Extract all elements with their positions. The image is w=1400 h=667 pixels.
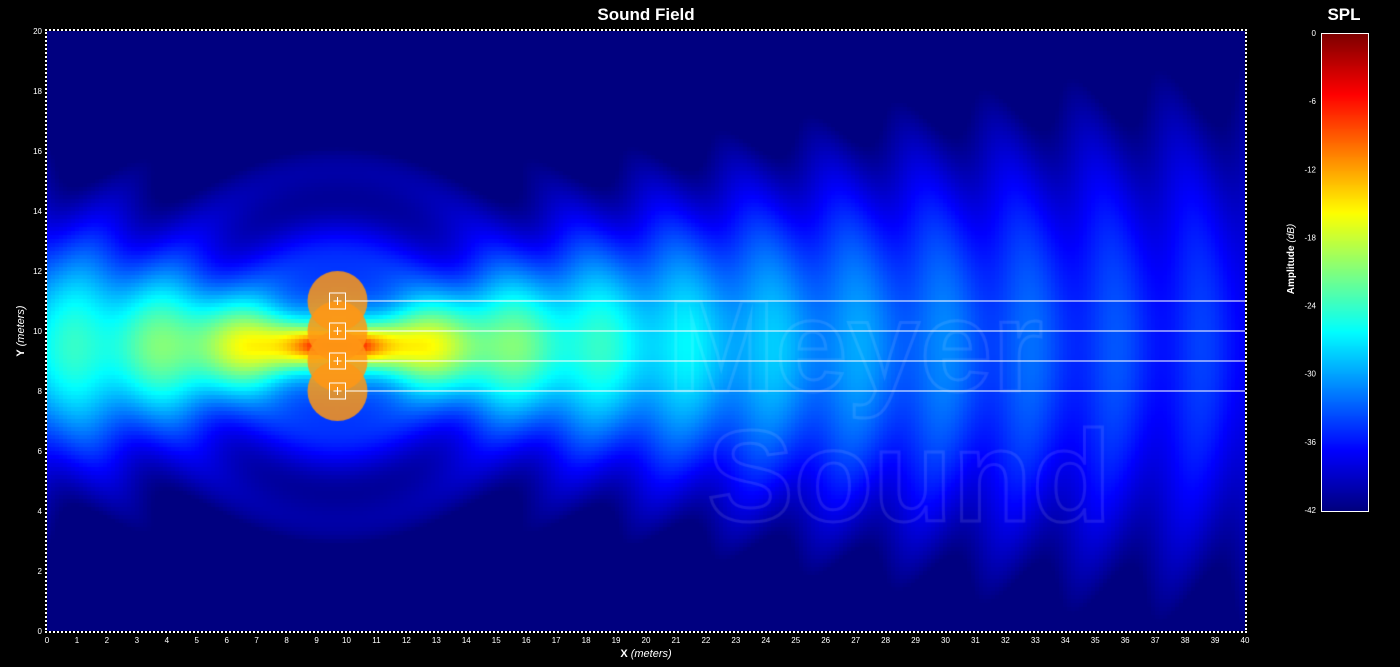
y-tick-label: 16 [33,147,42,156]
x-tick-label: 39 [1211,636,1220,645]
colorbar-tick-label: -42 [1304,506,1316,515]
x-tick-label: 30 [941,636,950,645]
source-marker [329,382,347,400]
x-tick-label: 29 [911,636,920,645]
source-markers [329,292,1245,400]
x-tick-label: 1 [75,636,80,645]
x-tick-label: 2 [105,636,110,645]
y-tick-labels: 0 2 4 6 8 10 12 14 16 18 20 [33,27,42,636]
x-tick-label: 0 [45,636,50,645]
y-tick-label: 0 [38,627,43,636]
x-tick-label: 4 [165,636,170,645]
colorbar-tick-label: -18 [1304,233,1316,242]
x-tick-label: 11 [372,636,381,645]
x-tick-label: 35 [1091,636,1100,645]
colorbar-gradient [1321,33,1369,512]
y-tick-label: 2 [38,567,43,576]
y-tick-label: 4 [38,507,43,516]
colorbar-label: Amplitude (dB) [1286,224,1297,295]
x-tick-label: 25 [791,636,800,645]
y-tick-label: 18 [33,87,42,96]
x-tick-labels: 0 1 2 3 4 5 6 7 8 9 10 11 12 13 14 15 16 17 18 19 20 21 22 23 24… [45,636,1250,645]
x-tick-label: 7 [254,636,259,645]
source-cross-icon [333,297,342,305]
x-tick-label: 18 [582,636,591,645]
colorbar-tick-label: -30 [1304,370,1316,379]
x-tick-label: 36 [1121,636,1130,645]
x-tick-label: 28 [881,636,890,645]
x-tick-label: 16 [522,636,531,645]
x-tick-label: 26 [821,636,830,645]
x-tick-label: 15 [492,636,501,645]
source-marker [329,292,347,310]
x-tick-label: 6 [224,636,229,645]
colorbar-tick-labels: 0 -6 -12 -18 -24 -30 -36 -42 [1304,29,1316,515]
y-tick-label: 6 [38,447,43,456]
y-axis-label: Y (meters) [15,305,27,356]
x-tick-label: 3 [135,636,140,645]
x-tick-label: 40 [1241,636,1250,645]
colorbar-tick-label: -6 [1309,97,1317,106]
y-tick-label: 20 [33,27,42,36]
source-cross-icon [333,327,342,335]
x-tick-label: 24 [761,636,770,645]
colorbar-title: SPL [1327,5,1361,24]
x-tick-label: 38 [1181,636,1190,645]
x-tick-label: 13 [432,636,441,645]
colorbar-tick-label: -24 [1304,302,1316,311]
x-tick-label: 14 [462,636,471,645]
x-tick-label: 20 [642,636,651,645]
colorbar-tick-label: -12 [1304,165,1316,174]
x-tick-label: 31 [971,636,980,645]
x-tick-label: 22 [701,636,710,645]
x-tick-label: 21 [671,636,680,645]
chart-title: Sound Field [597,5,695,24]
x-tick-label: 23 [731,636,740,645]
x-tick-label: 8 [284,636,289,645]
colorbar-tick-label: 0 [1312,29,1317,38]
x-tick-label: 5 [195,636,200,645]
x-tick-label: 33 [1031,636,1040,645]
colorbar-tick-label: -36 [1304,438,1316,447]
x-tick-label: 27 [851,636,860,645]
source-cross-icon [333,357,342,365]
x-tick-label: 10 [342,636,351,645]
x-tick-label: 17 [552,636,561,645]
x-tick-label: 34 [1061,636,1070,645]
source-marker [329,352,347,370]
y-tick-label: 8 [38,387,43,396]
y-tick-label: 14 [33,207,42,216]
x-tick-label: 19 [612,636,621,645]
x-tick-label: 37 [1151,636,1160,645]
x-tick-label: 12 [402,636,411,645]
y-tick-label: 10 [33,327,42,336]
y-tick-label: 12 [33,267,42,276]
source-cross-icon [333,387,342,395]
x-axis-label: X (meters) [620,648,672,660]
x-tick-label: 32 [1001,636,1010,645]
x-tick-label: 9 [314,636,319,645]
source-marker [329,322,347,340]
